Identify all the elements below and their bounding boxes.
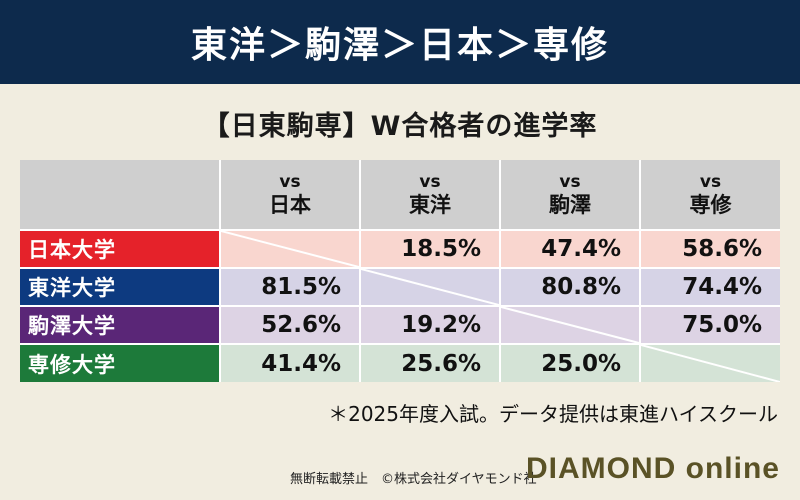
rate-cell: 19.2% bbox=[360, 306, 501, 345]
diagonal-cell bbox=[640, 344, 780, 382]
diagonal-slash bbox=[361, 269, 499, 305]
vs-label: vs bbox=[699, 171, 722, 192]
rate-cell: 80.8% bbox=[500, 268, 641, 307]
rate-cell: 58.6% bbox=[640, 230, 780, 269]
table-row: 日本大学 18.5% 47.4% 58.6% bbox=[20, 230, 780, 269]
table-header-row: vs 日本 vs 東洋 vs 駒澤 vs 専修 bbox=[20, 160, 780, 231]
table-title: 【日東駒専】W合格者の進学率 bbox=[202, 111, 598, 142]
diagonal-cell bbox=[500, 306, 641, 345]
table-row: 東洋大学 81.5% 80.8% 74.4% bbox=[20, 268, 780, 307]
rate-cell: 47.4% bbox=[500, 230, 641, 269]
column-header: vs 日本 bbox=[220, 160, 361, 231]
rate-cell: 75.0% bbox=[640, 306, 780, 345]
rate-cell: 25.0% bbox=[500, 344, 641, 382]
column-name: 東洋 bbox=[409, 192, 451, 217]
footnote: ＊2025年度入試。データ提供は東進ハイスクール bbox=[328, 402, 778, 426]
column-header: vs 専修 bbox=[640, 160, 780, 231]
vs-label: vs bbox=[559, 171, 581, 192]
rate-cell: 25.6% bbox=[360, 344, 501, 382]
diagonal-slash bbox=[221, 231, 359, 267]
column-name: 日本 bbox=[269, 192, 311, 217]
row-label: 駒澤大学 bbox=[20, 306, 221, 345]
rate-cell: 81.5% bbox=[220, 268, 361, 307]
rate-cell: 18.5% bbox=[360, 230, 501, 269]
diagonal-cell bbox=[360, 268, 501, 307]
brand-logo: DIAMOND online bbox=[526, 452, 780, 485]
vs-label: vs bbox=[279, 171, 301, 192]
rate-cell: 52.6% bbox=[220, 306, 361, 345]
column-header: vs 駒澤 bbox=[500, 160, 641, 231]
table-row: 専修大学 41.4% 25.6% 25.0% bbox=[20, 344, 780, 382]
row-label: 日本大学 bbox=[20, 230, 221, 269]
column-name: 専修 bbox=[689, 192, 732, 217]
banner: 東洋＞駒澤＞日本＞専修 bbox=[0, 0, 800, 84]
rate-cell: 74.4% bbox=[640, 268, 780, 307]
rate-cell: 41.4% bbox=[220, 344, 361, 382]
column-name: 駒澤 bbox=[549, 192, 591, 217]
vs-label: vs bbox=[419, 171, 441, 192]
row-label: 東洋大学 bbox=[20, 268, 221, 307]
diagonal-slash bbox=[501, 307, 639, 343]
diagonal-slash bbox=[641, 345, 780, 382]
row-label: 専修大学 bbox=[20, 344, 221, 382]
admission-rate-table: vs 日本 vs 東洋 vs 駒澤 vs 専修 日本大学 18.5% 47.4% 58.6% 東… bbox=[20, 160, 780, 382]
diagonal-cell bbox=[220, 230, 361, 269]
column-header: vs 東洋 bbox=[360, 160, 501, 231]
banner-title: 東洋＞駒澤＞日本＞専修 bbox=[190, 25, 609, 66]
table-row: 駒澤大学 52.6% 19.2% 75.0% bbox=[20, 306, 780, 345]
header-corner bbox=[20, 160, 221, 231]
copyright: 無断転載禁止 ©株式会社ダイヤモンド社 bbox=[290, 472, 537, 487]
